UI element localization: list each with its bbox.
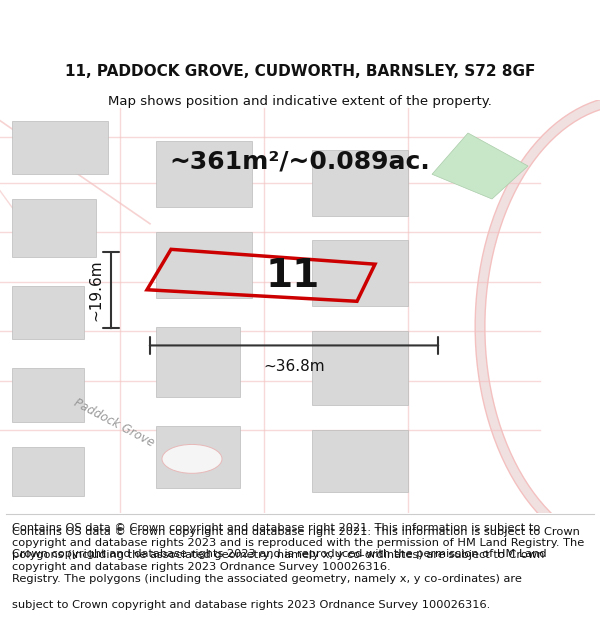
Polygon shape [12, 121, 108, 174]
Polygon shape [156, 327, 240, 397]
Polygon shape [312, 430, 408, 492]
Text: Map shows position and indicative extent of the property.: Map shows position and indicative extent… [108, 95, 492, 108]
Text: ~36.8m: ~36.8m [263, 359, 325, 374]
Polygon shape [432, 133, 528, 199]
Text: Paddock Grove: Paddock Grove [72, 396, 157, 449]
Polygon shape [12, 446, 84, 496]
Text: subject to Crown copyright and database rights 2023 Ordnance Survey 100026316.: subject to Crown copyright and database … [12, 599, 490, 609]
Polygon shape [312, 149, 408, 216]
Text: ~361m²/~0.089ac.: ~361m²/~0.089ac. [170, 150, 430, 174]
Polygon shape [312, 331, 408, 405]
Ellipse shape [162, 444, 222, 473]
Text: Crown copyright and database rights 2023 and is reproduced with the permission o: Crown copyright and database rights 2023… [12, 549, 547, 559]
Polygon shape [12, 368, 84, 422]
Polygon shape [12, 286, 84, 339]
Polygon shape [312, 240, 408, 306]
Text: Registry. The polygons (including the associated geometry, namely x, y co-ordina: Registry. The polygons (including the as… [12, 574, 522, 584]
Polygon shape [156, 141, 252, 208]
Text: 11: 11 [265, 257, 320, 295]
Text: ~19.6m: ~19.6m [89, 259, 104, 321]
Text: Contains OS data © Crown copyright and database right 2021. This information is : Contains OS data © Crown copyright and d… [12, 527, 584, 571]
Text: Contains OS data © Crown copyright and database right 2021. This information is : Contains OS data © Crown copyright and d… [12, 523, 541, 533]
Polygon shape [12, 199, 96, 257]
Text: 11, PADDOCK GROVE, CUDWORTH, BARNSLEY, S72 8GF: 11, PADDOCK GROVE, CUDWORTH, BARNSLEY, S… [65, 64, 535, 79]
Polygon shape [156, 426, 240, 488]
Polygon shape [156, 232, 252, 298]
